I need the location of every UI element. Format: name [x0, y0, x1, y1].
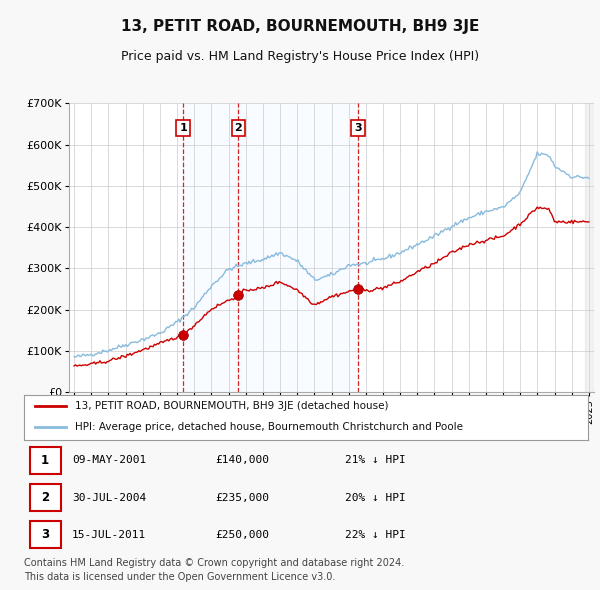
Text: 30-JUL-2004: 30-JUL-2004 — [72, 493, 146, 503]
Bar — [183, 103, 358, 392]
FancyBboxPatch shape — [29, 522, 61, 548]
Text: Contains HM Land Registry data © Crown copyright and database right 2024.
This d: Contains HM Land Registry data © Crown c… — [24, 558, 404, 582]
Text: 3: 3 — [354, 123, 362, 133]
FancyBboxPatch shape — [29, 447, 61, 474]
Text: 20% ↓ HPI: 20% ↓ HPI — [346, 493, 406, 503]
Text: 3: 3 — [41, 528, 49, 542]
Text: 15-JUL-2011: 15-JUL-2011 — [72, 530, 146, 540]
FancyBboxPatch shape — [29, 484, 61, 511]
Text: 2: 2 — [235, 123, 242, 133]
Text: 22% ↓ HPI: 22% ↓ HPI — [346, 530, 406, 540]
Bar — [586, 103, 594, 392]
Text: 2: 2 — [41, 491, 49, 504]
Text: £140,000: £140,000 — [216, 455, 270, 466]
Text: 1: 1 — [41, 454, 49, 467]
Text: 1: 1 — [179, 123, 187, 133]
Text: Price paid vs. HM Land Registry's House Price Index (HPI): Price paid vs. HM Land Registry's House … — [121, 50, 479, 63]
Text: 13, PETIT ROAD, BOURNEMOUTH, BH9 3JE (detached house): 13, PETIT ROAD, BOURNEMOUTH, BH9 3JE (de… — [75, 401, 388, 411]
Text: 13, PETIT ROAD, BOURNEMOUTH, BH9 3JE: 13, PETIT ROAD, BOURNEMOUTH, BH9 3JE — [121, 19, 479, 34]
Text: 21% ↓ HPI: 21% ↓ HPI — [346, 455, 406, 466]
Text: £235,000: £235,000 — [216, 493, 270, 503]
Text: 09-MAY-2001: 09-MAY-2001 — [72, 455, 146, 466]
Text: £250,000: £250,000 — [216, 530, 270, 540]
Text: HPI: Average price, detached house, Bournemouth Christchurch and Poole: HPI: Average price, detached house, Bour… — [75, 422, 463, 432]
